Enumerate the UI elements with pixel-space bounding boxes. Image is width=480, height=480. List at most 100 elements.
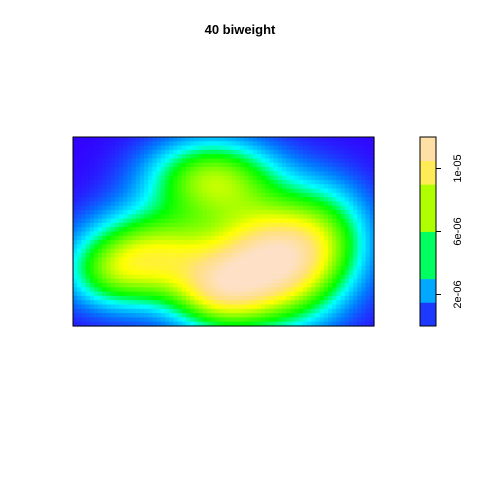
heatmap-cell	[98, 274, 103, 280]
heatmap-cell	[369, 154, 375, 160]
heatmap-cell	[336, 154, 342, 160]
heatmap-cell	[290, 210, 296, 215]
heatmap-cell	[194, 321, 200, 327]
heatmap-cell	[81, 201, 87, 207]
heatmap-cell	[261, 240, 266, 245]
heatmap-cell	[131, 257, 137, 263]
heatmap-cell	[202, 205, 208, 211]
heatmap-cell	[231, 321, 237, 327]
heatmap-cell	[265, 201, 271, 207]
heatmap-cell	[298, 231, 304, 237]
heatmap-cell	[294, 141, 300, 147]
heatmap-cell	[185, 162, 191, 168]
heatmap-cell	[198, 248, 204, 254]
heatmap-cell	[73, 227, 78, 233]
heatmap-cell	[244, 141, 250, 147]
heatmap-cell	[198, 184, 204, 190]
heatmap-cell	[244, 257, 250, 263]
heatmap-cell	[190, 308, 195, 314]
heatmap-cell	[210, 304, 216, 310]
heatmap-cell	[131, 214, 137, 220]
heatmap-cell	[348, 308, 354, 314]
heatmap-cell	[361, 205, 367, 211]
heatmap-cell	[353, 261, 358, 267]
heatmap-cell	[77, 300, 82, 306]
heatmap-cell	[277, 308, 283, 314]
heatmap-cell	[369, 197, 375, 203]
heatmap-cell	[152, 154, 158, 160]
heatmap-cell	[231, 270, 237, 276]
heatmap-cell	[169, 248, 174, 254]
heatmap-cell	[73, 145, 78, 151]
heatmap-cell	[240, 265, 245, 271]
heatmap-cell	[365, 197, 371, 203]
heatmap-cell	[219, 179, 225, 185]
heatmap-cell	[357, 137, 363, 142]
heatmap-cell	[144, 291, 149, 297]
heatmap-cell	[311, 179, 317, 185]
heatmap-cell	[323, 167, 329, 172]
heatmap-cell	[298, 154, 304, 160]
heatmap-cell	[215, 167, 220, 172]
heatmap-cell	[323, 313, 329, 319]
heatmap-cell	[344, 308, 350, 314]
heatmap-cell	[244, 321, 250, 327]
heatmap-cell	[332, 141, 337, 147]
heatmap-cell	[106, 192, 112, 198]
heatmap-cell	[190, 274, 195, 280]
heatmap-cell	[173, 184, 179, 190]
heatmap-cell	[315, 235, 321, 241]
heatmap-cell	[273, 278, 279, 284]
heatmap-cell	[348, 240, 354, 245]
heatmap-cell	[202, 162, 208, 168]
heatmap-cell	[156, 240, 162, 245]
heatmap-cell	[244, 278, 250, 284]
heatmap-cell	[344, 154, 350, 160]
heatmap-cell	[98, 261, 103, 267]
heatmap-cell	[336, 257, 342, 263]
heatmap-cell	[332, 188, 337, 194]
heatmap-cell	[202, 291, 208, 297]
heatmap-cell	[227, 240, 233, 245]
heatmap-cell	[127, 210, 133, 215]
heatmap-cell	[273, 171, 279, 177]
heatmap-cell	[311, 252, 317, 258]
heatmap-cell	[169, 252, 174, 258]
heatmap-cell	[219, 175, 225, 181]
heatmap-cell	[223, 295, 229, 301]
heatmap-cell	[236, 218, 241, 224]
heatmap-cell	[344, 214, 350, 220]
heatmap-cell	[231, 222, 237, 228]
heatmap-cell	[348, 235, 354, 241]
heatmap-cell	[102, 149, 108, 155]
heatmap-cell	[102, 188, 108, 194]
heatmap-cell	[244, 295, 250, 301]
heatmap-cell	[315, 192, 321, 198]
heatmap-cell	[156, 214, 162, 220]
heatmap-cell	[298, 175, 304, 181]
heatmap-cell	[190, 184, 195, 190]
heatmap-cell	[353, 313, 358, 319]
heatmap-cell	[185, 308, 191, 314]
heatmap-cell	[244, 188, 250, 194]
heatmap-cell	[340, 240, 346, 245]
heatmap-cell	[173, 283, 179, 288]
heatmap-cell	[131, 274, 137, 280]
heatmap-cell	[265, 300, 271, 306]
plot-frame	[72, 136, 375, 327]
heatmap-cell	[344, 179, 350, 185]
heatmap-cell	[73, 141, 78, 147]
heatmap-cell	[298, 321, 304, 327]
heatmap-cell	[181, 162, 187, 168]
heatmap-cell	[265, 235, 271, 241]
heatmap-cell	[106, 261, 112, 267]
heatmap-cell	[328, 300, 333, 306]
heatmap-cell	[135, 278, 141, 284]
heatmap-cell	[93, 235, 99, 241]
heatmap-cell	[227, 313, 233, 319]
heatmap-cell	[294, 313, 300, 319]
heatmap-cell	[110, 214, 116, 220]
heatmap-cell	[311, 141, 317, 147]
heatmap-cell	[114, 252, 120, 258]
heatmap-cell	[307, 304, 312, 310]
